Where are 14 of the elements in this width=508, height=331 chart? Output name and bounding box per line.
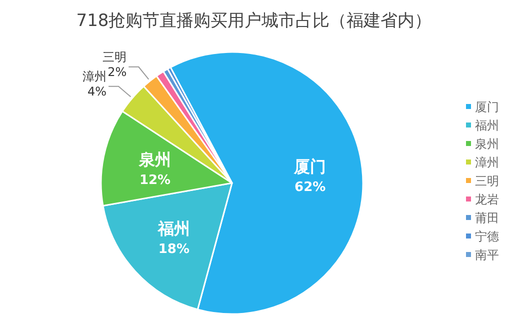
legend-label: 厦门 — [475, 100, 499, 114]
legend-label: 莆田 — [475, 211, 499, 225]
slice-label: 漳州 — [82, 69, 107, 84]
legend-label: 三明 — [475, 174, 499, 188]
legend-label: 泉州 — [475, 137, 499, 151]
legend-label: 漳州 — [475, 156, 499, 170]
legend-label: 南平 — [475, 248, 499, 262]
legend-label: 福州 — [475, 118, 499, 132]
title: 718抢购节直播购买用户城市占比（福建省内） — [76, 11, 432, 31]
legend-label: 宁德 — [475, 230, 499, 244]
data-label: 2% — [108, 64, 127, 79]
data-label: 4% — [87, 84, 107, 98]
legend-label: 龙岩 — [475, 192, 499, 206]
slice-label: 三明 — [102, 50, 127, 64]
